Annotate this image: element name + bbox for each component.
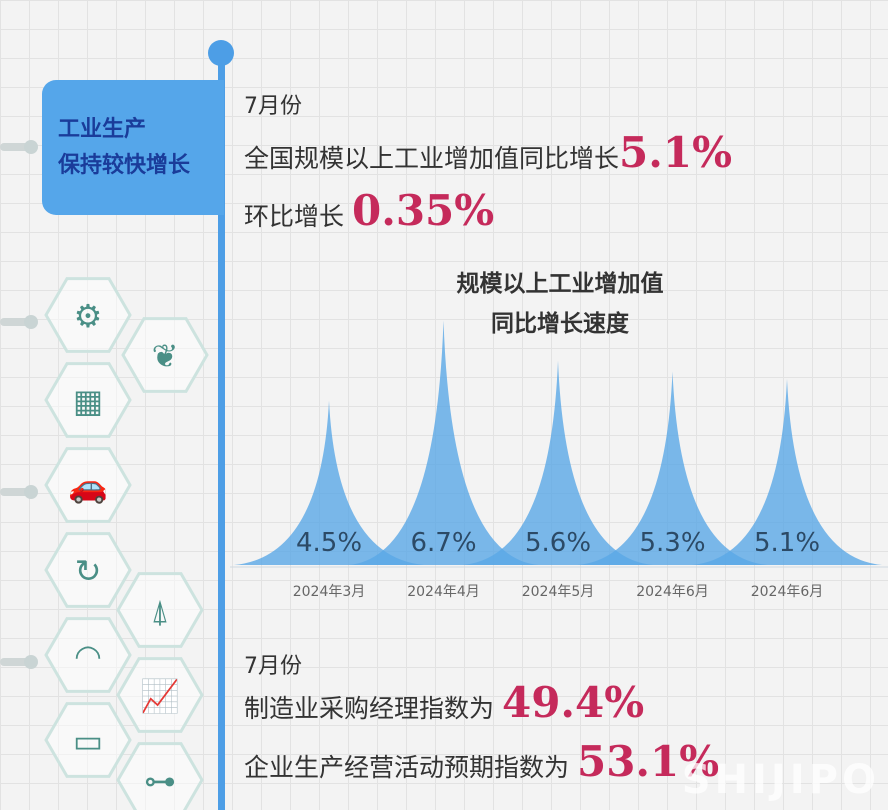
- svg-text:▭: ▭: [73, 722, 103, 760]
- section-banner: [42, 80, 224, 215]
- mom-value: 0.35%: [351, 186, 495, 235]
- wifi-icon: ◠: [44, 617, 132, 693]
- energy-recycle-icon: ↻: [44, 532, 132, 608]
- banner-title: 工业生产 保持较快增长: [58, 112, 190, 184]
- watermark: SHIJIPO: [681, 757, 880, 803]
- timeline-line: [218, 50, 225, 810]
- chart-title-line-2: 同比增长速度: [491, 311, 629, 337]
- pmi-line: 制造业采购经理指数为 49.4%: [244, 678, 644, 727]
- expectation-line: 企业生产经营活动预期指数为 53.1%: [244, 737, 719, 786]
- solar-panel-icon: ▦: [44, 362, 132, 438]
- svg-text:🚗: 🚗: [68, 467, 108, 505]
- network-icon: ⊶: [116, 742, 204, 810]
- icon-hexagons: ⚙ ❦ ▦ 🚗 ↻ ⍋ ◠ 📈 ▭ ⊶: [44, 277, 209, 810]
- signal-tower-icon: ⍋: [116, 572, 204, 648]
- connector: [0, 315, 38, 329]
- x-tick-label: 2024年4月: [407, 584, 480, 600]
- svg-text:⊶: ⊶: [144, 762, 176, 800]
- spike-4: [692, 378, 882, 565]
- browser-window-icon: ▭: [44, 702, 132, 778]
- yoy-text: 全国规模以上工业增加值同比增长: [244, 144, 620, 173]
- growth-chart: 4.5% 2024年3月 6.7% 2024年4月 5.6% 2024年5月 5.3% 202…: [230, 320, 888, 600]
- svg-text:◠: ◠: [74, 637, 102, 675]
- x-tick-label: 2024年6月: [751, 584, 824, 600]
- connector: [0, 655, 38, 669]
- pmi-text: 制造业采购经理指数为: [244, 694, 495, 723]
- electric-car-icon: 🚗: [44, 447, 132, 523]
- growth-chart-icon: 📈: [116, 657, 204, 733]
- banner-line-2: 保持较快增长: [58, 153, 191, 178]
- expectation-text: 企业生产经营活动预期指数为: [244, 753, 570, 782]
- svg-text:⍋: ⍋: [150, 592, 169, 630]
- mom-text: 环比增长: [244, 202, 345, 231]
- svg-text:❦: ❦: [152, 337, 179, 375]
- spike-0: [234, 400, 424, 565]
- x-tick-label: 2024年3月: [293, 584, 366, 600]
- data-label: 4.5%: [296, 528, 362, 558]
- connector: [0, 485, 38, 499]
- data-label: 6.7%: [410, 528, 476, 558]
- leaf-plug-icon: ❦: [121, 317, 209, 393]
- gears-icon: ⚙: [44, 277, 132, 353]
- yoy-value: 5.1%: [619, 128, 732, 177]
- chart-title-line-1: 规模以上工业增加值: [456, 271, 664, 297]
- month-label-2: 7月份: [244, 654, 302, 679]
- data-label: 5.1%: [754, 528, 820, 558]
- banner-line-1: 工业生产: [58, 117, 147, 142]
- svg-text:▦: ▦: [73, 382, 103, 420]
- timeline-dot: [208, 40, 234, 66]
- expectation-value: 53.1%: [576, 737, 720, 786]
- yoy-growth-line: 全国规模以上工业增加值同比增长5.1%: [244, 128, 732, 177]
- spike-3: [577, 371, 768, 565]
- connector: [0, 140, 38, 154]
- spike-2: [463, 360, 653, 565]
- svg-text:📈: 📈: [140, 677, 180, 715]
- x-tick-label: 2024年5月: [522, 584, 595, 600]
- data-label: 5.6%: [525, 528, 591, 558]
- svg-text:⚙: ⚙: [74, 297, 103, 335]
- x-tick-label: 2024年6月: [636, 584, 709, 600]
- data-label: 5.3%: [639, 528, 705, 558]
- spike-1: [348, 320, 539, 565]
- svg-text:↻: ↻: [75, 552, 102, 590]
- pmi-value: 49.4%: [501, 678, 645, 727]
- mom-growth-line: 环比增长 0.35%: [244, 186, 494, 235]
- month-label: 7月份: [244, 94, 302, 119]
